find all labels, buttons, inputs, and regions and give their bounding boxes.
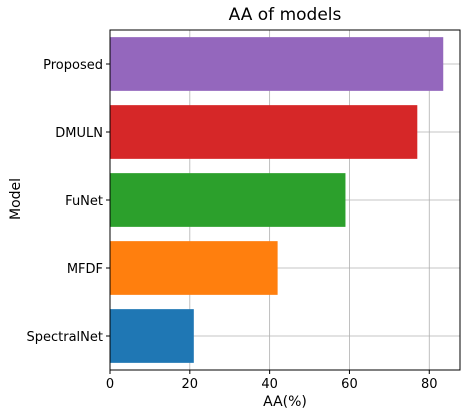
bar-spectralnet <box>110 309 194 363</box>
y-tick-label: DMULN <box>55 126 103 141</box>
bar-mfdf <box>110 241 278 295</box>
bars <box>110 37 444 363</box>
x-tick-label: 40 <box>261 377 278 392</box>
bar-funet <box>110 173 346 227</box>
x-axis-label: AA(%) <box>263 394 307 410</box>
chart-title: AA of models <box>229 5 342 25</box>
bar-dmuln <box>110 105 418 159</box>
x-tick-label: 80 <box>421 377 438 392</box>
x-tick-label: 60 <box>341 377 358 392</box>
y-tick-label: SpectralNet <box>27 330 104 345</box>
y-tick-label: FuNet <box>65 194 103 209</box>
y-axis-label: Model <box>8 178 24 220</box>
bar-proposed <box>110 37 444 91</box>
x-tick-label: 20 <box>182 377 199 392</box>
y-tick-label: Proposed <box>43 58 103 73</box>
y-tick-label: MFDF <box>67 262 103 277</box>
x-tick-label: 0 <box>106 377 114 392</box>
x-axis-ticks: 0 20 40 60 80 <box>106 370 438 392</box>
y-axis-ticks: SpectralNet MFDF FuNet DMULN Proposed <box>27 58 110 345</box>
